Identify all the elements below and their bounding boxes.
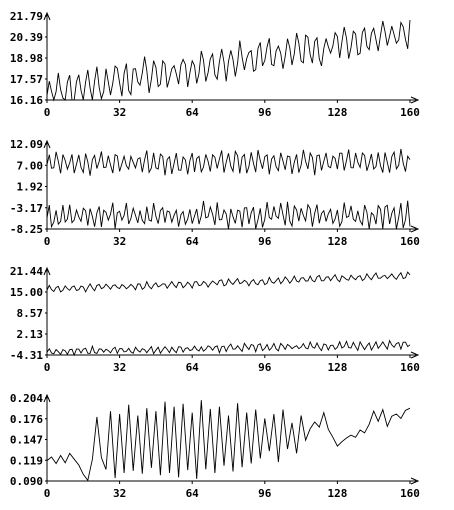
x-tick-label: 0 [44, 106, 51, 119]
y-axis-arrow [43, 266, 51, 276]
series-line-1 [46, 19, 411, 102]
series-line-1 [46, 271, 411, 293]
series-line-1 [46, 148, 411, 176]
y-tick-label: 1.92 [17, 181, 44, 194]
x-tick-label: 0 [44, 361, 51, 374]
y-tick-label: 0.147 [10, 434, 43, 447]
x-axis-arrow [410, 96, 420, 104]
x-tick-label: 64 [186, 106, 200, 119]
x-tick-label: 32 [113, 235, 126, 248]
y-tick-label: 21.79 [10, 10, 43, 23]
y-tick-label: 15.00 [10, 286, 43, 299]
x-tick-label: 160 [400, 361, 420, 374]
x-tick-label: 96 [258, 361, 272, 374]
y-tick-label: -3.17 [10, 202, 43, 215]
y-tick-label: -8.25 [10, 223, 43, 236]
y-axis-arrow [43, 393, 51, 403]
x-axis-arrow [410, 225, 420, 233]
x-axis-arrow [410, 351, 420, 359]
series-line-1 [46, 400, 411, 482]
x-tick-label: 128 [327, 487, 347, 500]
x-tick-label: 96 [258, 487, 272, 500]
y-tick-label: 0.204 [10, 392, 43, 405]
x-tick-label: 0 [44, 487, 51, 500]
y-tick-label: 0.176 [10, 413, 43, 426]
x-tick-label: 96 [258, 235, 272, 248]
x-tick-label: 160 [400, 235, 420, 248]
x-tick-label: 160 [400, 106, 420, 119]
x-tick-label: 64 [186, 235, 200, 248]
x-axis-arrow [410, 477, 420, 485]
y-tick-label: 16.16 [10, 94, 43, 107]
y-tick-label: 8.57 [17, 307, 44, 320]
x-tick-label: 160 [400, 487, 420, 500]
x-tick-label: 32 [113, 487, 126, 500]
y-tick-label: 12.09 [10, 138, 43, 151]
x-tick-label: 32 [113, 106, 126, 119]
x-tick-label: 32 [113, 361, 126, 374]
x-tick-label: 128 [327, 361, 347, 374]
x-tick-label: 128 [327, 106, 347, 119]
y-tick-label: 7.00 [17, 159, 44, 172]
x-tick-label: 0 [44, 235, 51, 248]
y-tick-label: 0.119 [10, 454, 43, 467]
y-axis-arrow [43, 139, 51, 149]
y-tick-label: 0.090 [10, 475, 43, 488]
y-axis-arrow [43, 11, 51, 21]
series-line-2 [46, 339, 411, 357]
series-line-2 [46, 200, 411, 230]
y-tick-label: 18.98 [10, 52, 43, 65]
y-tick-label: 17.57 [10, 73, 43, 86]
x-tick-label: 64 [186, 361, 200, 374]
y-tick-label: -4.31 [10, 349, 43, 362]
y-tick-label: 21.44 [10, 265, 43, 278]
y-tick-label: 2.13 [17, 328, 44, 341]
x-tick-label: 64 [186, 487, 200, 500]
x-tick-label: 128 [327, 235, 347, 248]
y-tick-label: 20.39 [10, 31, 43, 44]
x-tick-label: 96 [258, 106, 272, 119]
